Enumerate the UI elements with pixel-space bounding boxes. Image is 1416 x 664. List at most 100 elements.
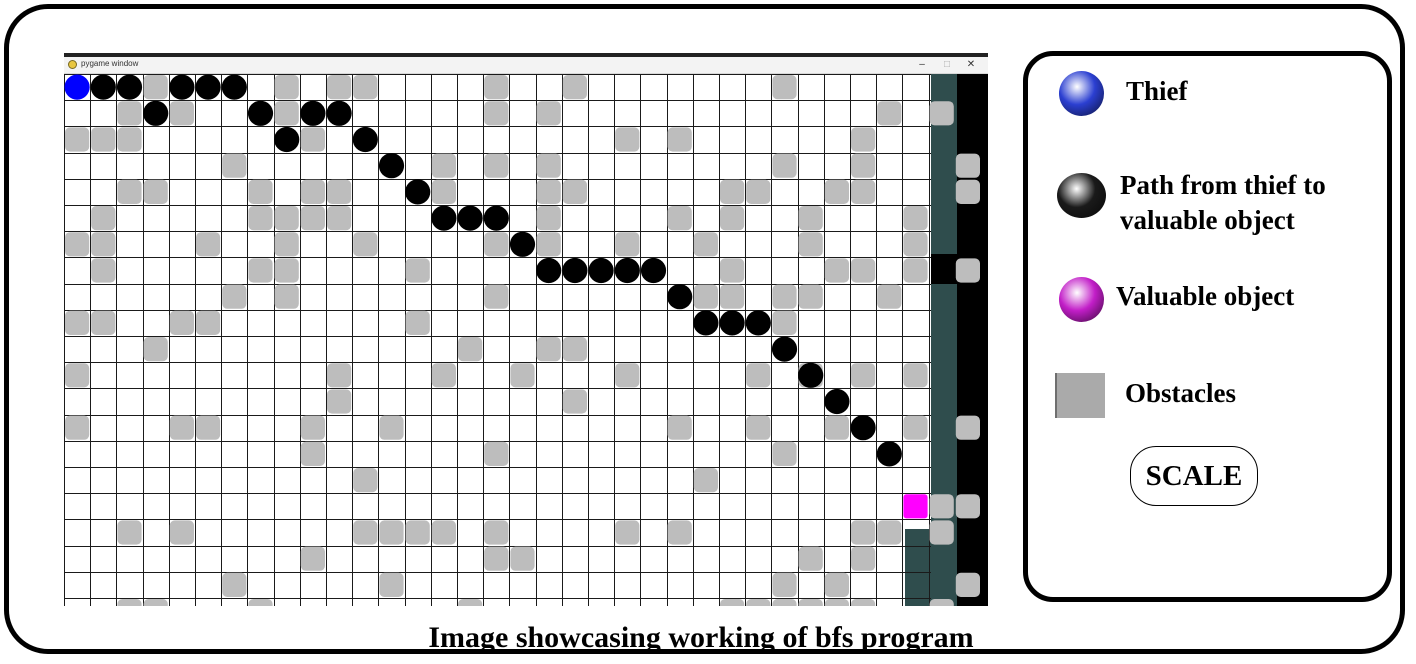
path-cell (562, 257, 588, 284)
obstacle-cell (615, 520, 640, 545)
path-cell (483, 205, 509, 231)
obstacle-cell (772, 153, 797, 178)
obstacle-cell (484, 75, 509, 100)
obstacle-cell (353, 232, 378, 257)
path-cell (378, 153, 405, 179)
obstacle-cell (955, 415, 980, 440)
bfs-grid[interactable] (64, 74, 988, 606)
path-cell (221, 74, 247, 100)
obstacle-cell (300, 179, 325, 204)
obstacle-cell (536, 232, 561, 257)
obstacle-cell (379, 572, 404, 597)
obstacle-cell (274, 101, 299, 126)
obstacle-cell (300, 206, 325, 231)
obstacle-cell (851, 153, 876, 178)
obstacle-cell (877, 101, 902, 126)
obstacle-cell (824, 415, 849, 440)
obstacle-cell (536, 101, 561, 126)
obstacle-cell (955, 179, 980, 204)
obstacle-cell (851, 599, 876, 606)
obstacle-cell (405, 310, 430, 335)
path-cell (693, 310, 719, 336)
obstacle-cell (117, 520, 142, 545)
obstacle-cell (536, 179, 561, 204)
obstacle-cell (117, 101, 142, 126)
scale-button[interactable]: SCALE (1130, 446, 1258, 506)
obstacle-cell (431, 153, 456, 178)
obstacle-cell (274, 284, 299, 309)
obstacle-cell (379, 415, 404, 440)
obstacle-cell (431, 179, 456, 204)
obstacle-cell (720, 284, 745, 309)
obstacle-cell (536, 153, 561, 178)
path-cell (457, 205, 483, 231)
path-cell (745, 310, 771, 336)
obstacle-cell (458, 337, 483, 362)
obstacle-cell (405, 520, 430, 545)
obstacle-cell (510, 546, 535, 571)
figure-caption: Image showcasing working of bfs program (428, 621, 974, 654)
obstacle-cell (746, 599, 771, 606)
valuable-ball-icon (1059, 277, 1104, 322)
obstacle-cell (222, 153, 247, 178)
obstacle-cell (91, 127, 116, 152)
obstacle-cell (824, 258, 849, 283)
obstacle-cell (484, 153, 509, 178)
obstacle-cell (536, 206, 561, 231)
obstacle-cell (824, 179, 849, 204)
obstacle-cell (274, 206, 299, 231)
path-cell (640, 257, 667, 284)
path-cell (143, 100, 169, 126)
obstacle-cell (955, 572, 980, 597)
obstacle-cell (169, 101, 194, 126)
obstacle-cell (798, 232, 823, 257)
obstacle-cell (274, 75, 299, 100)
path-cell (536, 257, 562, 284)
obstacle-cell (720, 206, 745, 231)
path-cell (195, 74, 221, 100)
obstacle-cell (562, 75, 587, 100)
obstacle-cell (484, 520, 509, 545)
path-cell (405, 179, 431, 205)
maximize-icon[interactable]: □ (943, 59, 951, 70)
minimize-icon[interactable]: – (919, 59, 925, 70)
obstacle-cell (248, 179, 273, 204)
obstacle-cell (720, 258, 745, 283)
obstacle-cell (929, 520, 954, 545)
obstacle-cell (851, 179, 876, 204)
obstacle-cell (65, 363, 90, 388)
obstacle-cell (300, 127, 325, 152)
obstacle-cell (903, 206, 928, 231)
obstacle-cell (169, 520, 194, 545)
obstacle-cell (851, 127, 876, 152)
obstacle-cell (955, 258, 980, 283)
path-cell (798, 362, 824, 388)
obstacle-cell (798, 284, 823, 309)
obstacle-cell (353, 520, 378, 545)
obstacle-cell (169, 310, 194, 335)
obstacle-cell (667, 206, 692, 231)
obstacle-cell (746, 179, 771, 204)
path-ball-icon (1057, 173, 1106, 218)
obstacle-cell (91, 232, 116, 257)
obstacle-cell (851, 363, 876, 388)
obstacle-cell (274, 258, 299, 283)
close-icon[interactable]: ✕ (966, 59, 976, 70)
obstacle-cell (903, 258, 928, 283)
path-cell (116, 74, 143, 100)
obstacle-cell (667, 415, 692, 440)
obstacle-cell (327, 75, 352, 100)
obstacle-cell (562, 337, 587, 362)
obstacle-cell (851, 546, 876, 571)
window-titlebar[interactable]: pygame window – □ ✕ (64, 57, 988, 74)
obstacle-cell (196, 310, 221, 335)
obstacle-cell (484, 546, 509, 571)
path-cell (509, 231, 536, 257)
obstacle-cell (248, 258, 273, 283)
obstacle-cell (877, 520, 902, 545)
obstacle-cell (615, 127, 640, 152)
obstacle-cell (903, 363, 928, 388)
thief-ball-icon (1059, 71, 1104, 116)
obstacle-cell (300, 546, 325, 571)
obstacle-cell (798, 206, 823, 231)
